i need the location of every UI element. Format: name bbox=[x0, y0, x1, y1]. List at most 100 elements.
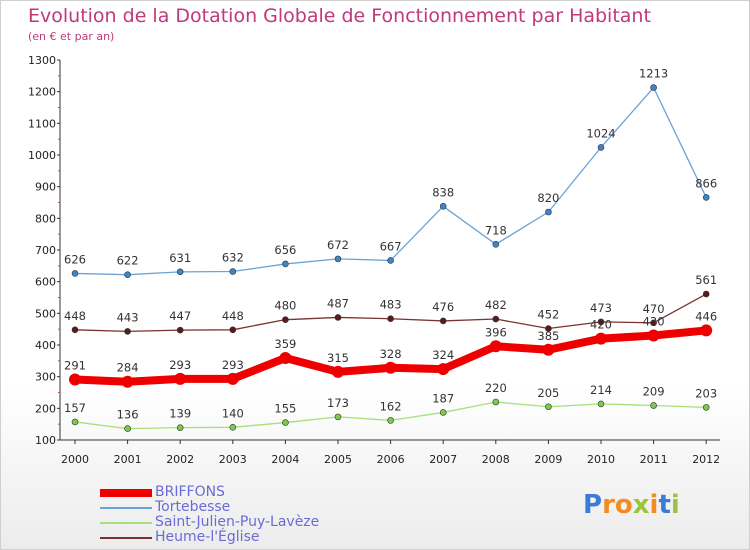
data-label-saint-julien-puy-lav-ze: 140 bbox=[222, 406, 244, 420]
data-point-briffons bbox=[174, 372, 187, 385]
data-point-briffons bbox=[542, 343, 555, 356]
x-tick-label: 2008 bbox=[482, 453, 510, 466]
data-point-heume-l-glise bbox=[176, 326, 184, 334]
data-label-saint-julien-puy-lav-ze: 187 bbox=[432, 391, 454, 405]
data-label-briffons: 359 bbox=[274, 337, 296, 351]
data-label-tortebesse: 632 bbox=[222, 251, 244, 265]
data-label-heume-l-glise: 447 bbox=[169, 309, 191, 323]
data-label-heume-l-glise: 487 bbox=[327, 296, 349, 310]
data-point-saint-julien-puy-lav-ze bbox=[650, 402, 657, 409]
data-label-briffons: 446 bbox=[695, 309, 717, 323]
data-point-tortebesse bbox=[545, 208, 552, 216]
chart-legend: BRIFFONS Tortebesse Saint-Julien-Puy-Lavèz… bbox=[100, 485, 360, 545]
legend-item: Saint-Julien-Puy-Lavèze bbox=[100, 515, 360, 530]
data-point-tortebesse bbox=[439, 203, 447, 210]
x-tick-label: 2004 bbox=[271, 453, 299, 466]
data-label-saint-julien-puy-lav-ze: 155 bbox=[274, 402, 296, 416]
data-label-saint-julien-puy-lav-ze: 139 bbox=[169, 407, 191, 421]
data-point-briffons bbox=[489, 340, 502, 353]
y-tick-label: 300 bbox=[35, 371, 56, 384]
y-tick-label: 900 bbox=[35, 181, 56, 194]
legend-swatch bbox=[100, 522, 152, 524]
data-label-heume-l-glise: 448 bbox=[64, 309, 86, 323]
data-label-briffons: 420 bbox=[590, 318, 612, 332]
x-tick-label: 2001 bbox=[114, 453, 142, 466]
data-point-heume-l-glise bbox=[282, 316, 289, 323]
data-point-heume-l-glise bbox=[124, 328, 131, 335]
legend-item: Heume-l'Église bbox=[100, 530, 360, 545]
legend-label: Tortebesse bbox=[155, 499, 231, 515]
data-point-saint-julien-puy-lav-ze bbox=[176, 424, 184, 431]
data-point-saint-julien-puy-lav-ze bbox=[124, 425, 131, 432]
x-tick-label: 2010 bbox=[587, 453, 615, 466]
data-label-saint-julien-puy-lav-ze: 162 bbox=[380, 399, 402, 413]
data-point-heume-l-glise bbox=[492, 315, 500, 323]
data-point-saint-julien-puy-lav-ze bbox=[282, 419, 289, 426]
data-point-briffons bbox=[226, 372, 239, 385]
data-label-saint-julien-puy-lav-ze: 220 bbox=[485, 381, 507, 395]
data-label-heume-l-glise: 482 bbox=[485, 298, 507, 312]
data-point-saint-julien-puy-lav-ze bbox=[702, 404, 710, 411]
data-point-tortebesse bbox=[229, 268, 237, 275]
data-label-tortebesse: 626 bbox=[64, 252, 86, 266]
legend-label: BRIFFONS bbox=[155, 484, 225, 500]
legend-label: Heume-l'Église bbox=[155, 529, 260, 545]
data-label-briffons: 430 bbox=[643, 315, 665, 329]
x-tick-label: 2011 bbox=[640, 453, 668, 466]
legend-label: Saint-Julien-Puy-Lavèze bbox=[155, 514, 320, 530]
data-point-saint-julien-puy-lav-ze bbox=[597, 400, 605, 408]
data-point-heume-l-glise bbox=[597, 318, 605, 326]
data-point-tortebesse bbox=[702, 194, 710, 201]
data-point-heume-l-glise bbox=[439, 317, 447, 325]
data-point-heume-l-glise bbox=[545, 325, 552, 332]
data-label-briffons: 396 bbox=[485, 325, 507, 339]
logo-letter: r bbox=[602, 490, 615, 520]
data-label-tortebesse: 820 bbox=[537, 191, 559, 205]
y-tick-label: 100 bbox=[35, 434, 56, 447]
data-label-saint-julien-puy-lav-ze: 157 bbox=[64, 401, 86, 415]
data-label-briffons: 291 bbox=[64, 359, 86, 373]
data-label-saint-julien-puy-lav-ze: 203 bbox=[695, 386, 717, 400]
logo-letter: t bbox=[658, 490, 671, 520]
data-label-tortebesse: 866 bbox=[695, 176, 717, 190]
data-label-saint-julien-puy-lav-ze: 214 bbox=[590, 383, 612, 397]
data-point-saint-julien-puy-lav-ze bbox=[229, 424, 237, 431]
data-label-heume-l-glise: 473 bbox=[590, 301, 612, 315]
data-point-heume-l-glise bbox=[650, 319, 657, 327]
data-label-tortebesse: 631 bbox=[169, 251, 191, 265]
data-point-saint-julien-puy-lav-ze bbox=[334, 413, 342, 421]
data-point-saint-julien-puy-lav-ze bbox=[492, 398, 500, 406]
data-label-briffons: 293 bbox=[222, 358, 244, 372]
logo-letter: x bbox=[632, 490, 650, 520]
data-label-tortebesse: 667 bbox=[380, 239, 402, 253]
data-label-heume-l-glise: 476 bbox=[432, 300, 454, 314]
legend-swatch bbox=[100, 537, 152, 539]
data-point-briffons bbox=[121, 375, 134, 388]
data-label-heume-l-glise: 470 bbox=[643, 302, 665, 316]
data-point-heume-l-glise bbox=[702, 290, 710, 298]
data-point-briffons bbox=[437, 363, 450, 376]
data-point-saint-julien-puy-lav-ze bbox=[387, 417, 394, 424]
data-point-saint-julien-puy-lav-ze bbox=[439, 409, 447, 416]
data-point-briffons bbox=[700, 324, 713, 337]
data-point-briffons bbox=[384, 361, 397, 374]
logo-letter: i bbox=[670, 490, 680, 520]
x-tick-label: 2000 bbox=[61, 453, 89, 466]
data-label-briffons: 324 bbox=[432, 348, 454, 362]
data-point-heume-l-glise bbox=[229, 326, 237, 334]
data-point-tortebesse bbox=[597, 144, 605, 151]
y-tick-label: 500 bbox=[35, 307, 56, 320]
data-label-saint-julien-puy-lav-ze: 136 bbox=[117, 408, 139, 422]
y-tick-label: 400 bbox=[35, 339, 56, 352]
y-tick-label: 1300 bbox=[28, 54, 56, 67]
x-tick-label: 2012 bbox=[692, 453, 720, 466]
x-tick-label: 2003 bbox=[219, 453, 247, 466]
data-point-briffons bbox=[647, 329, 660, 342]
data-label-tortebesse: 718 bbox=[485, 223, 507, 237]
data-point-tortebesse bbox=[176, 268, 184, 276]
data-label-heume-l-glise: 443 bbox=[117, 310, 139, 324]
chart-subtitle: (en € et par an) bbox=[28, 30, 115, 43]
data-label-saint-julien-puy-lav-ze: 205 bbox=[537, 386, 559, 400]
data-point-saint-julien-puy-lav-ze bbox=[71, 418, 79, 426]
